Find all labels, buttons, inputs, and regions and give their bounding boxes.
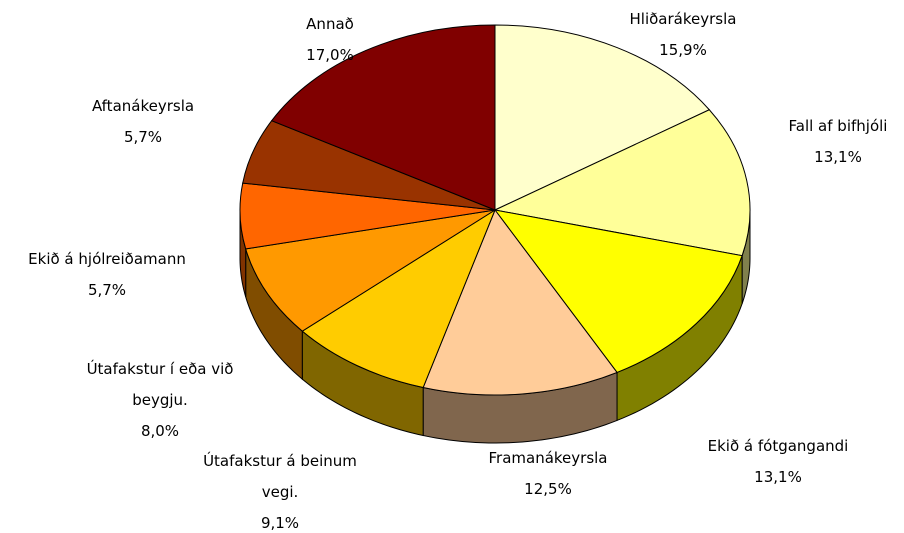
value-label: 5,7%	[123, 128, 163, 146]
value-label: 9,1%	[260, 514, 300, 532]
category-label: Hliðarákeyrsla	[629, 10, 737, 28]
category-label: Fall af bifhjóli	[788, 117, 888, 135]
pie-slice	[245, 209, 496, 332]
value-label: 13,1%	[754, 468, 802, 486]
slice-label: Annað 17,0%	[250, 9, 410, 71]
slice-label: Fall af bifhjóli 13,1%	[738, 111, 904, 173]
category-label: Útafakstur í eða við beygju.	[86, 360, 234, 409]
slice-label: Ekið á fótgangandi 13,1%	[668, 431, 888, 493]
value-label: 17,0%	[306, 46, 354, 64]
category-label: Annað	[306, 15, 354, 33]
pie-slice	[422, 208, 618, 396]
category-label: Ekið á fótgangandi	[707, 437, 849, 455]
slice-label: Framanákeyrsla 12,5%	[448, 443, 648, 505]
pie-slice	[494, 24, 711, 211]
slice-label: Útafakstur í eða við beygju. 8,0%	[60, 354, 260, 447]
slice-label: Aftanákeyrsla 5,7%	[43, 91, 243, 153]
category-label: Framanákeyrsla	[488, 449, 608, 467]
value-label: 12,5%	[524, 480, 572, 498]
category-label: Aftanákeyrsla	[91, 97, 195, 115]
category-label: Útafakstur á beinum vegi.	[203, 452, 357, 501]
pie-slice	[270, 24, 496, 211]
pie-slice	[493, 109, 751, 257]
value-label: 13,1%	[814, 148, 862, 166]
category-label: Ekið á hjólreiðamann	[28, 250, 186, 268]
value-label: 8,0%	[140, 422, 180, 440]
value-label: 5,7%	[87, 281, 127, 299]
slice-label: Hliðarákeyrsla 15,9%	[583, 4, 783, 66]
slice-label: Ekið á hjólreiðamann 5,7%	[0, 244, 227, 306]
value-label: 15,9%	[659, 41, 707, 59]
slice-label: Útafakstur á beinum vegi. 9,1%	[185, 446, 375, 533]
pie-slice	[301, 208, 497, 389]
pie-slice	[493, 209, 743, 374]
